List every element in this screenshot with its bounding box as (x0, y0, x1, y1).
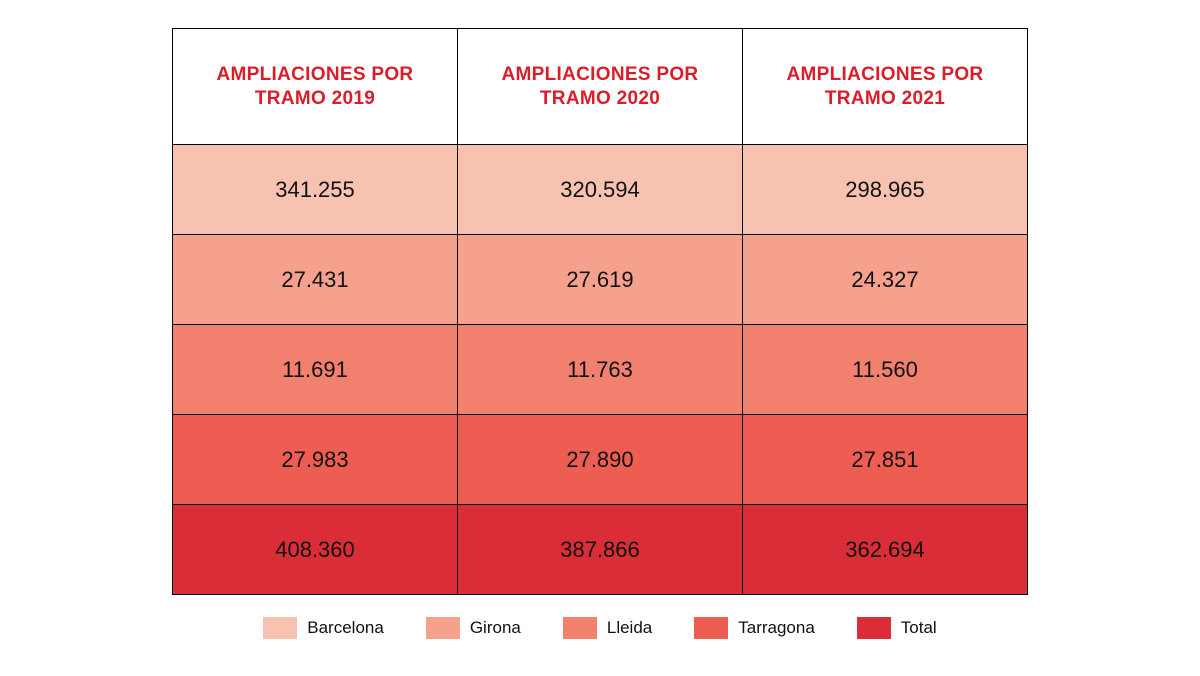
column-header-2021: AMPLIACIONES POR TRAMO 2021 (743, 29, 1028, 145)
table-head: AMPLIACIONES POR TRAMO 2019 AMPLIACIONES… (173, 29, 1028, 145)
ampliaciones-table: AMPLIACIONES POR TRAMO 2019 AMPLIACIONES… (172, 28, 1028, 595)
legend: Barcelona Girona Lleida Tarragona Total (263, 617, 936, 639)
table-row: 27.983 27.890 27.851 (173, 415, 1028, 505)
table-cell: 362.694 (743, 505, 1028, 595)
legend-item-tarragona: Tarragona (694, 617, 815, 639)
column-header-2019: AMPLIACIONES POR TRAMO 2019 (173, 29, 458, 145)
legend-swatch (857, 617, 891, 639)
table-header-row: AMPLIACIONES POR TRAMO 2019 AMPLIACIONES… (173, 29, 1028, 145)
legend-item-lleida: Lleida (563, 617, 652, 639)
table-cell: 27.431 (173, 235, 458, 325)
table-cell: 11.560 (743, 325, 1028, 415)
legend-label: Tarragona (738, 618, 815, 638)
table-row: 341.255 320.594 298.965 (173, 145, 1028, 235)
legend-swatch (563, 617, 597, 639)
legend-swatch (426, 617, 460, 639)
legend-swatch (263, 617, 297, 639)
table-cell: 408.360 (173, 505, 458, 595)
table-row: 408.360 387.866 362.694 (173, 505, 1028, 595)
legend-label: Barcelona (307, 618, 384, 638)
legend-label: Girona (470, 618, 521, 638)
column-header-2020: AMPLIACIONES POR TRAMO 2020 (458, 29, 743, 145)
table-cell: 11.763 (458, 325, 743, 415)
table-row: 11.691 11.763 11.560 (173, 325, 1028, 415)
table-row: 27.431 27.619 24.327 (173, 235, 1028, 325)
table-cell: 341.255 (173, 145, 458, 235)
table-cell: 27.851 (743, 415, 1028, 505)
legend-label: Lleida (607, 618, 652, 638)
legend-item-girona: Girona (426, 617, 521, 639)
table-cell: 24.327 (743, 235, 1028, 325)
table-cell: 11.691 (173, 325, 458, 415)
legend-label: Total (901, 618, 937, 638)
table-cell: 27.619 (458, 235, 743, 325)
table-cell: 387.866 (458, 505, 743, 595)
page-container: AMPLIACIONES POR TRAMO 2019 AMPLIACIONES… (0, 0, 1200, 676)
table-cell: 27.890 (458, 415, 743, 505)
table-cell: 298.965 (743, 145, 1028, 235)
legend-swatch (694, 617, 728, 639)
table-cell: 27.983 (173, 415, 458, 505)
legend-item-total: Total (857, 617, 937, 639)
table-body: 341.255 320.594 298.965 27.431 27.619 24… (173, 145, 1028, 595)
legend-item-barcelona: Barcelona (263, 617, 384, 639)
table-cell: 320.594 (458, 145, 743, 235)
